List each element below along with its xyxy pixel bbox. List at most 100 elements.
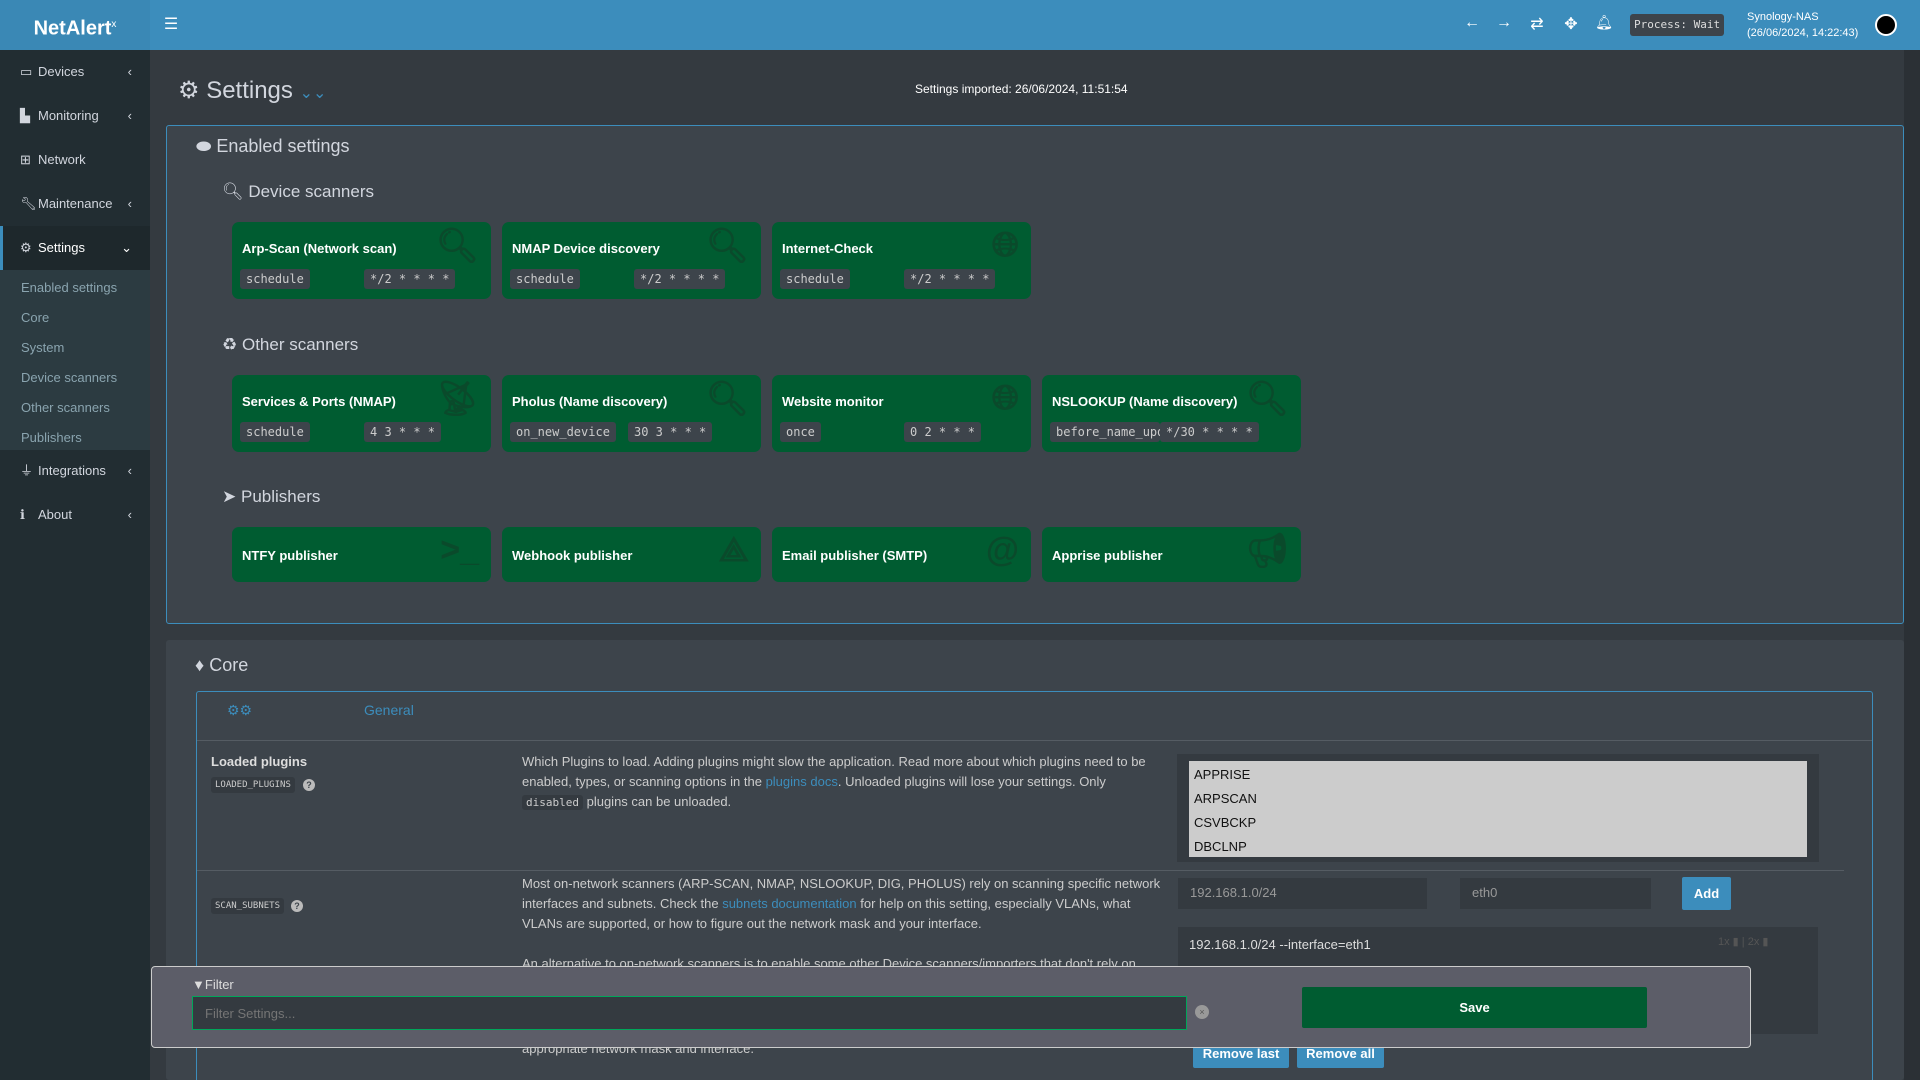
scrollbar[interactable]	[1904, 50, 1920, 1080]
plugin-card[interactable]: 🌐︎ Internet-Check schedule */2 * * * *	[772, 222, 1031, 299]
submenu-publishers[interactable]: Publishers	[21, 430, 82, 445]
at-icon: @	[985, 531, 1019, 569]
save-button[interactable]: Save	[1302, 987, 1647, 1028]
card-schedule: 0 2 * * *	[904, 422, 982, 442]
plugin-card[interactable]: 🌐︎ Website monitor once 0 2 * * *	[772, 375, 1031, 452]
card-run-mode: once	[780, 422, 821, 442]
move-icon[interactable]: ✥	[1564, 16, 1578, 33]
subnets-docs-link[interactable]: subnets documentation	[722, 896, 857, 911]
plugin-option[interactable]: ARPSCAN	[1194, 791, 1257, 806]
settings-imported-status: Settings imported: 26/06/2024, 11:51:54	[915, 82, 1128, 96]
forward-arrow-icon[interactable]: →	[1496, 14, 1512, 31]
plugin-card[interactable]: 🔍︎ Pholus (Name discovery) on_new_device 30…	[502, 375, 761, 452]
loaded-plugins-key: LOADED_PLUGINS	[211, 777, 295, 793]
label: About	[38, 507, 72, 522]
plugin-card[interactable]: @ Email publisher (SMTP)	[772, 527, 1031, 582]
sidebar: ▭ Devices ‹ ▙ Monitoring ‹ ⊞ Network 🔧︎Mainte…	[0, 50, 150, 1080]
chevron-left-icon: ‹	[127, 64, 132, 79]
card-title: Services & Ports (NMAP)	[242, 394, 396, 409]
page-title: ⚙ Settings ⌄⌄	[178, 76, 326, 105]
search-icon: 🔍︎	[1245, 380, 1289, 418]
top-header	[0, 0, 1920, 50]
sidebar-item-devices[interactable]: ▭ Devices ‹	[0, 50, 150, 94]
webhook-icon: ⟁	[718, 531, 749, 569]
plugin-option[interactable]: APPRISE	[1194, 767, 1251, 782]
plugin-card[interactable]: 🔍︎ NSLOOKUP (Name discovery) before_name_u…	[1042, 375, 1301, 452]
globe-icon: 🌐︎	[991, 379, 1019, 417]
back-arrow-icon[interactable]: ←	[1464, 14, 1480, 31]
plug-icon: ⏚	[20, 463, 34, 478]
desc-text: Which Plugins to load. Adding plugins mi…	[522, 754, 1146, 789]
plugin-card[interactable]: ⟁ Webhook publisher	[502, 527, 761, 582]
add-button[interactable]: Add	[1682, 877, 1731, 910]
plugin-card[interactable]: 📡︎ Services & Ports (NMAP) schedule 4 3 * *…	[232, 375, 491, 452]
submenu-other-scanners[interactable]: Other scanners	[21, 400, 110, 415]
search-icon: 🔍︎	[435, 227, 479, 265]
card-run-mode: schedule	[240, 269, 310, 289]
card-title: Website monitor	[782, 394, 884, 409]
toggle-icon: ⬬	[196, 136, 212, 156]
sidebar-item-integrations[interactable]: ⏚ Integrations ‹	[0, 449, 150, 493]
page-title-text: Settings	[206, 77, 293, 104]
card-run-mode: schedule	[510, 269, 580, 289]
help-icon[interactable]: ?	[291, 900, 303, 912]
loaded-plugins-multiselect[interactable]: APPRISE ARPSCAN CSVBCKP DBCLNP	[1189, 761, 1807, 857]
filter-label-text: Filter	[204, 977, 234, 992]
sidebar-item-settings[interactable]: ⚙ Settings ⌄	[0, 226, 150, 270]
user-avatar[interactable]	[1875, 14, 1897, 36]
plugin-option[interactable]: DBCLNP	[1194, 839, 1247, 854]
scan-subnets-key: SCAN_SUBNETS	[211, 898, 285, 914]
other-scanners-heading: ♻ Other scanners	[222, 335, 358, 355]
search-icon: 🔍︎	[705, 380, 749, 418]
zoom-2x[interactable]: 2x	[1747, 936, 1760, 948]
refresh-icon[interactable]: ⇄	[1530, 16, 1544, 33]
sidebar-item-network[interactable]: ⊞ Network	[0, 138, 150, 182]
menu-toggle-icon[interactable]: ☰	[163, 16, 179, 33]
plugin-card[interactable]: 🔍︎ Arp-Scan (Network scan) schedule */2 * *…	[232, 222, 491, 299]
card-schedule: 30 3 * * *	[628, 422, 713, 442]
submenu-enabled-settings[interactable]: Enabled settings	[21, 280, 118, 295]
plugin-card[interactable]: 🔍︎ NMAP Device discovery schedule */2 * * *…	[502, 222, 761, 299]
filter-icon: ▼	[192, 977, 205, 992]
sidebar-item-about[interactable]: ℹ About ‹	[0, 493, 150, 537]
heading-text: Publishers	[240, 487, 321, 506]
submenu-device-scanners[interactable]: Device scanners	[21, 370, 118, 385]
logo[interactable]: NetAlertx	[0, 0, 150, 50]
card-run-mode: schedule	[240, 422, 310, 442]
search-icon: 🔍︎	[705, 227, 749, 265]
label: Network	[38, 152, 86, 167]
card-title: Arp-Scan (Network scan)	[242, 241, 397, 256]
plugins-docs-link[interactable]: plugins docs	[765, 774, 838, 789]
card-title: Internet-Check	[782, 241, 874, 256]
submenu-system[interactable]: System	[21, 340, 65, 355]
clear-filter-icon[interactable]: ×	[1195, 1005, 1209, 1019]
zoom-controls[interactable]: 1x ▮ | 2x ▮	[1718, 936, 1769, 948]
subnet-entry[interactable]: 192.168.1.0/24 --interface=eth1	[1189, 937, 1371, 952]
plugin-card[interactable]: 📢︎ Apprise publisher	[1042, 527, 1301, 582]
plugin-option[interactable]: CSVBCKP	[1194, 815, 1257, 830]
bell-icon[interactable]: 🔔︎	[1595, 14, 1613, 30]
chevron-left-icon: ‹	[127, 463, 132, 478]
chevron-left-icon: ‹	[127, 196, 132, 211]
interface-input[interactable]: eth0	[1460, 878, 1651, 909]
submenu-core[interactable]: Core	[21, 310, 50, 325]
help-icon[interactable]: ?	[303, 779, 315, 791]
core-heading: ♦ Core	[195, 655, 248, 676]
double-chevron-down-icon[interactable]: ⌄⌄	[299, 85, 327, 102]
chart-icon: ▙	[20, 108, 30, 123]
filter-input[interactable]	[192, 996, 1187, 1030]
sidebar-item-maintenance[interactable]: 🔧︎Maintenance ‹	[0, 182, 150, 226]
settings-submenu: Enabled settings Core System Device scan…	[0, 270, 150, 450]
sidebar-item-monitoring[interactable]: ▙ Monitoring ‹	[0, 94, 150, 138]
gears-icon: ⚙⚙	[227, 702, 253, 718]
zoom-1x[interactable]: 1x	[1718, 936, 1730, 948]
chevron-left-icon: ‹	[127, 108, 132, 123]
heading-text: Core	[209, 655, 249, 675]
enabled-settings-box: ⬬ Enabled settings 🔍︎ Device scanners ♻ …	[166, 125, 1904, 624]
tab-general[interactable]: General	[364, 702, 414, 718]
card-schedule: */30 * * * *	[1160, 422, 1259, 442]
subnet-input[interactable]: 192.168.1.0/24	[1178, 878, 1427, 909]
plugin-card[interactable]: >_ NTFY publisher	[232, 527, 491, 582]
chevron-left-icon: ‹	[127, 507, 132, 522]
inline-code: disabled	[522, 795, 583, 810]
